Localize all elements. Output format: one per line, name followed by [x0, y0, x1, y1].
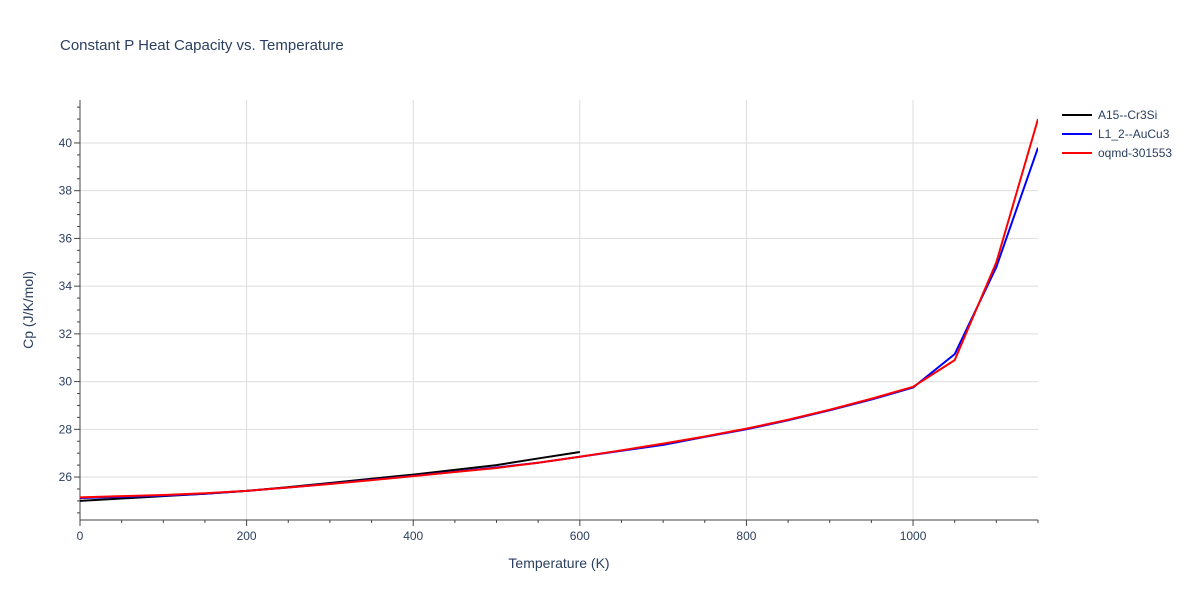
series-line-1 [80, 451, 580, 502]
legend-label: A15--Cr3Si [1098, 108, 1157, 122]
grid-lines [80, 100, 1038, 520]
x-tick-label: 600 [570, 529, 590, 543]
y-tick-label: 38 [59, 184, 73, 198]
legend[interactable]: A15--Cr3Si L1_2--AuCu3 oqmd-301553 [1062, 108, 1172, 160]
y-tick-label: 36 [59, 231, 73, 245]
y-tick-label: 26 [59, 470, 73, 484]
x-axis-ticks: 0 200 400 600 800 1000 [77, 529, 927, 543]
legend-label: L1_2--AuCu3 [1098, 127, 1170, 141]
plot-area [80, 118, 1038, 502]
axes [74, 100, 1039, 526]
legend-label: oqmd-301553 [1098, 146, 1172, 160]
x-tick-label: 400 [403, 529, 423, 543]
chart-title: Constant P Heat Capacity vs. Temperature [60, 37, 344, 54]
y-axis-ticks: 26 28 30 32 34 36 38 40 [59, 136, 73, 484]
y-tick-label: 32 [59, 327, 73, 341]
y-tick-label: 40 [59, 136, 73, 150]
legend-item[interactable]: oqmd-301553 [1062, 146, 1172, 160]
series-line-3 [80, 118, 1038, 499]
x-tick-label: 800 [736, 529, 756, 543]
x-tick-label: 1000 [900, 529, 927, 543]
x-tick-label: 0 [77, 529, 84, 543]
y-tick-label: 28 [59, 422, 73, 436]
x-tick-label: 200 [237, 529, 257, 543]
y-tick-label: 34 [59, 279, 73, 293]
legend-item[interactable]: L1_2--AuCu3 [1062, 127, 1170, 141]
x-axis-title: Temperature (K) [508, 555, 609, 571]
y-tick-label: 30 [59, 375, 73, 389]
series-line-2 [80, 147, 1038, 500]
legend-item[interactable]: A15--Cr3Si [1062, 108, 1157, 122]
y-axis-title: Cp (J/K/mol) [20, 271, 36, 349]
